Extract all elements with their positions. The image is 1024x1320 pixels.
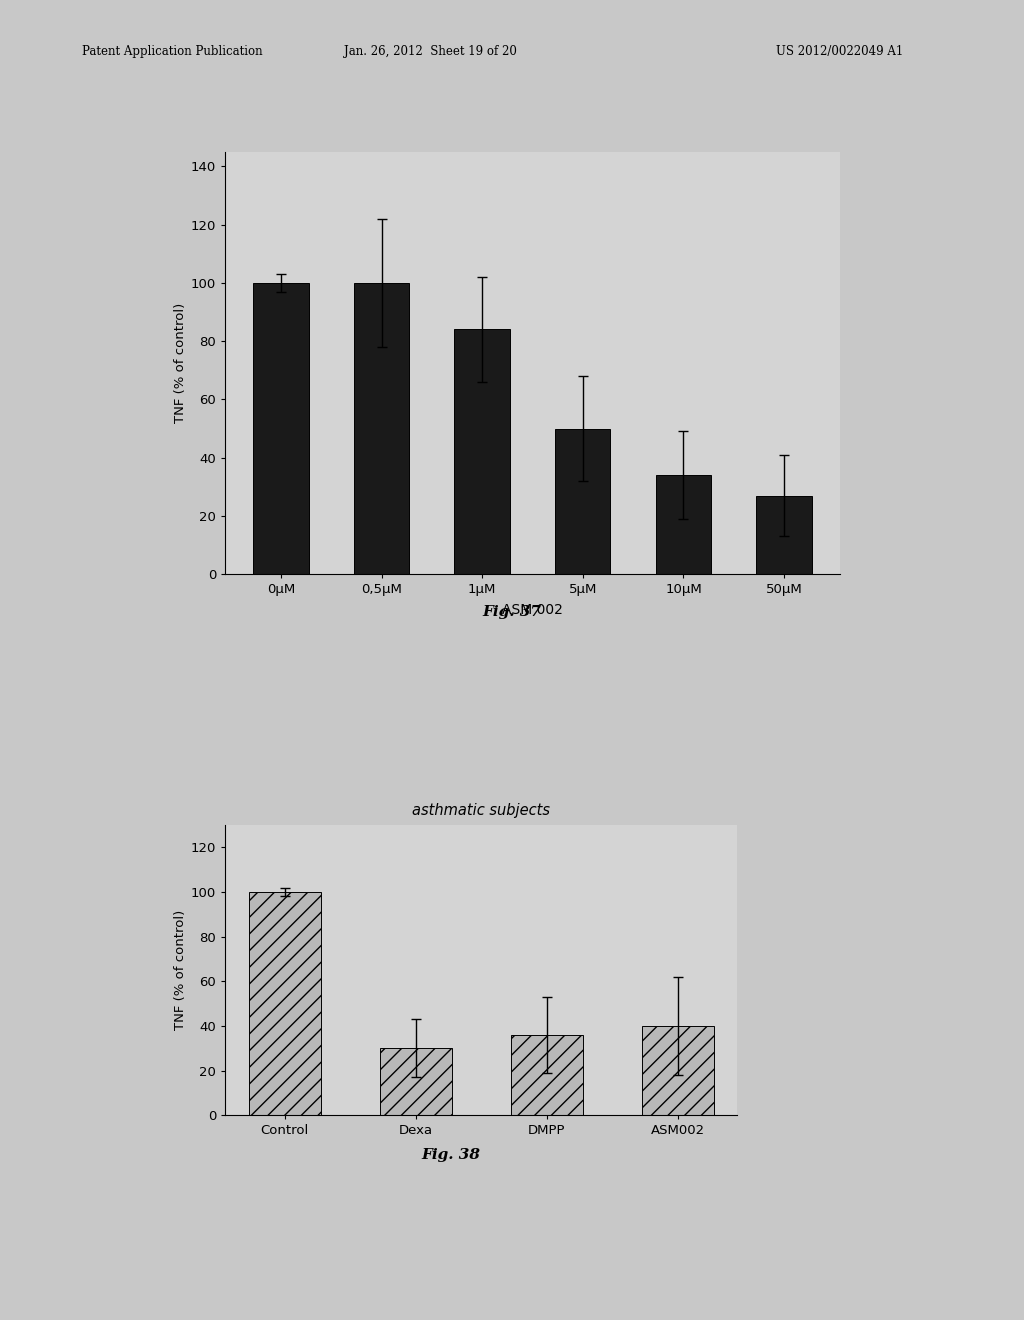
Bar [354,282,410,574]
Bar [655,475,711,574]
Text: Patent Application Publication: Patent Application Publication [82,45,262,58]
Bar [757,495,812,574]
Bar [511,1035,583,1115]
Y-axis label: TNF (% of control): TNF (% of control) [174,909,186,1031]
Text: Fig. 38: Fig. 38 [421,1148,480,1163]
Bar [249,892,321,1115]
Y-axis label: TNF (% of control): TNF (% of control) [174,302,186,424]
Text: Fig. 37: Fig. 37 [482,605,542,619]
Bar [380,1048,452,1115]
Bar [455,330,510,574]
Bar [555,429,610,574]
Text: Jan. 26, 2012  Sheet 19 of 20: Jan. 26, 2012 Sheet 19 of 20 [344,45,516,58]
Bar [253,282,308,574]
X-axis label: ASM 002: ASM 002 [502,603,563,618]
Title: asthmatic subjects: asthmatic subjects [413,804,550,818]
Bar [642,1026,714,1115]
Text: US 2012/0022049 A1: US 2012/0022049 A1 [776,45,903,58]
